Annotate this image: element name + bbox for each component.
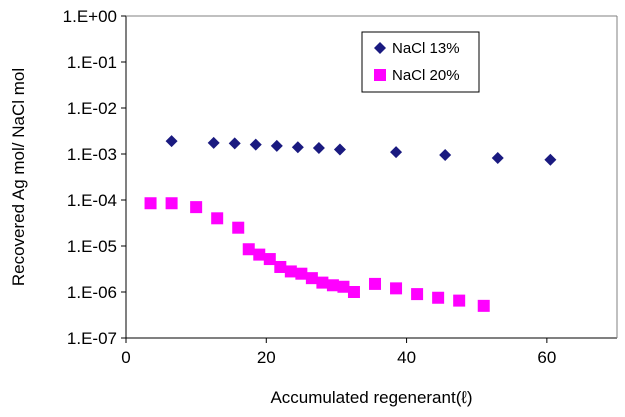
y-tick-label: 1.E-03: [67, 145, 117, 164]
x-axis-title: Accumulated regenerant(ℓ): [270, 388, 472, 407]
y-tick-label: 1.E-06: [67, 283, 117, 302]
x-tick-label: 40: [397, 348, 416, 367]
data-point: [253, 248, 266, 261]
legend-label: NaCl 20%: [392, 67, 460, 84]
series-2: [144, 197, 490, 312]
data-point: [337, 280, 350, 293]
y-tick-label: 1.E-05: [67, 237, 117, 256]
data-point: [291, 141, 304, 154]
data-point: [453, 294, 466, 307]
data-point: [232, 221, 245, 234]
data-point: [207, 136, 220, 149]
data-point: [411, 288, 424, 301]
legend: NaCl 13% NaCl 20%: [361, 31, 480, 93]
data-point: [165, 135, 178, 148]
y-axis: 1.E+00 1.E-01 1.E-02 1.E-03 1.E-04 1.E-05 1.E-…: [63, 7, 126, 348]
data-point: [390, 282, 403, 295]
data-point: [390, 146, 403, 159]
data-point: [544, 153, 557, 166]
series-1: [165, 135, 557, 166]
x-tick-label: 20: [257, 348, 276, 367]
legend-marker: [374, 69, 386, 81]
data-point: [305, 272, 318, 285]
legend-label: NaCl 13%: [392, 40, 460, 57]
y-tick-label: 1.E-01: [67, 53, 117, 72]
data-point: [491, 151, 504, 164]
data-point: [249, 138, 262, 151]
legend-box: [361, 31, 480, 93]
y-axis-title: Recovered Ag mol/ NaCl mol: [9, 68, 28, 286]
x-tick-label: 0: [121, 348, 130, 367]
x-axis: 0 20 40 60: [121, 338, 556, 367]
data-marks: [144, 135, 557, 312]
x-tick-label: 60: [537, 348, 556, 367]
y-tick-label: 1.E-07: [67, 329, 117, 348]
plot-area: [125, 15, 618, 339]
data-point: [190, 201, 203, 214]
y-tick-label: 1.E-04: [67, 191, 117, 210]
data-point: [347, 286, 360, 298]
data-point: [369, 277, 382, 290]
y-tick-label: 1.E+00: [63, 7, 117, 26]
data-point: [316, 276, 329, 289]
data-point: [228, 137, 241, 150]
data-point: [326, 279, 339, 292]
data-point: [242, 243, 255, 256]
data-point: [270, 139, 283, 152]
data-point: [312, 142, 325, 155]
data-point: [432, 291, 445, 304]
data-point: [211, 212, 224, 225]
y-tick-label: 1.E-02: [67, 99, 117, 118]
data-point: [477, 299, 490, 312]
legend-marker: [374, 42, 386, 54]
data-point: [284, 265, 297, 278]
data-point: [295, 267, 308, 280]
data-point: [263, 253, 276, 266]
data-point: [165, 197, 178, 210]
data-point: [144, 197, 157, 210]
data-point: [439, 149, 452, 162]
data-point: [274, 260, 287, 273]
data-point: [333, 143, 346, 156]
